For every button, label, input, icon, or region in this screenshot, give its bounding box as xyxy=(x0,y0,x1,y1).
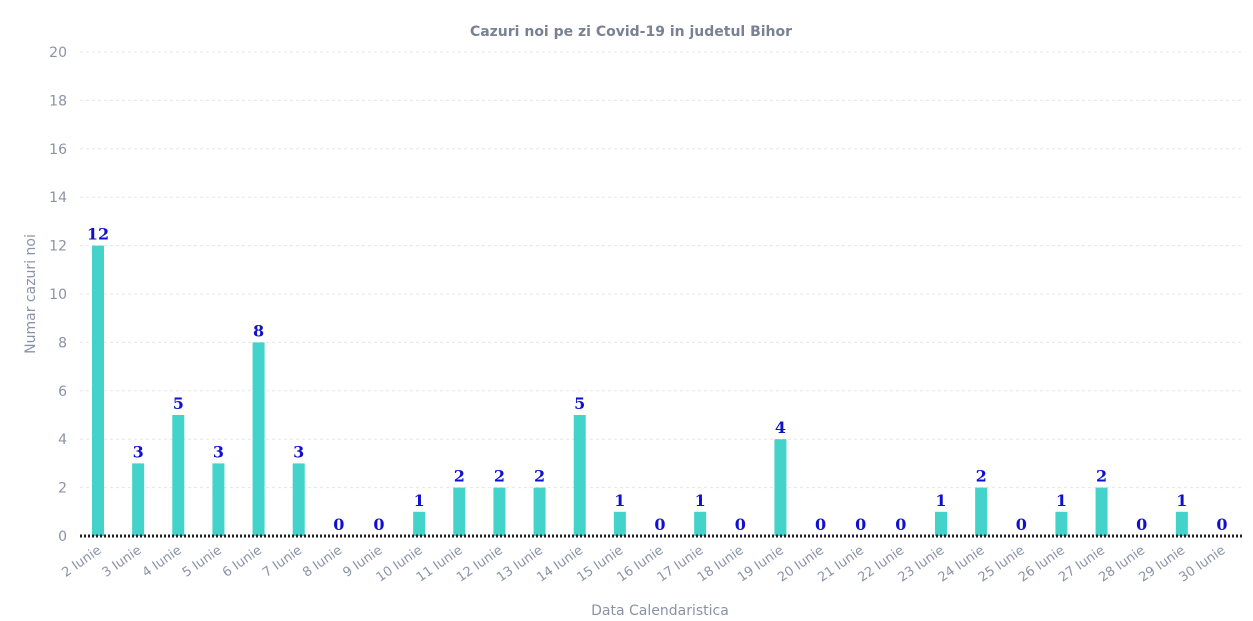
data-label: 1 xyxy=(935,491,946,510)
y-tick-label: 10 xyxy=(49,287,67,303)
x-tick-label: 7 Iunie xyxy=(260,543,305,581)
data-label: 1 xyxy=(1056,491,1067,510)
data-label: 0 xyxy=(895,515,906,534)
bar xyxy=(252,342,265,536)
data-label: 8 xyxy=(253,321,264,340)
data-label: 0 xyxy=(1016,515,1027,534)
bar xyxy=(975,487,988,536)
bar xyxy=(212,463,225,536)
bar xyxy=(292,463,305,536)
bar xyxy=(613,511,626,536)
data-label: 1 xyxy=(695,491,706,510)
bar xyxy=(694,511,707,536)
bar xyxy=(413,511,426,536)
data-label: 0 xyxy=(1216,515,1227,534)
bar xyxy=(1175,511,1188,536)
y-tick-label: 8 xyxy=(58,335,67,351)
data-label: 0 xyxy=(373,515,384,534)
y-tick-label: 14 xyxy=(49,190,67,206)
data-label: 5 xyxy=(173,394,184,413)
data-label: 1 xyxy=(1176,491,1187,510)
bar xyxy=(774,439,787,536)
data-label: 2 xyxy=(534,467,545,486)
y-tick-label: 6 xyxy=(58,384,67,400)
x-tick-label: 6 Iunie xyxy=(220,543,265,581)
bar xyxy=(132,463,145,536)
data-label: 0 xyxy=(735,515,746,534)
y-tick-label: 0 xyxy=(58,529,67,545)
data-label: 3 xyxy=(133,442,144,461)
data-label: 5 xyxy=(574,394,585,413)
data-label: 0 xyxy=(654,515,665,534)
bar xyxy=(493,487,506,536)
data-label: 0 xyxy=(1136,515,1147,534)
data-label: 4 xyxy=(775,418,786,437)
data-label: 12 xyxy=(87,225,109,244)
bar xyxy=(1055,511,1068,536)
x-tick-label: 2 Iunie xyxy=(59,543,104,581)
data-label: 2 xyxy=(1096,467,1107,486)
y-tick-label: 20 xyxy=(49,45,67,61)
data-label: 2 xyxy=(494,467,505,486)
y-tick-label: 18 xyxy=(49,93,67,109)
x-tick-label: 5 Iunie xyxy=(180,543,225,581)
bar xyxy=(573,415,586,536)
data-label: 1 xyxy=(614,491,625,510)
bar xyxy=(172,415,185,536)
bar xyxy=(533,487,546,536)
y-tick-label: 2 xyxy=(58,481,67,497)
data-label: 0 xyxy=(855,515,866,534)
data-label: 3 xyxy=(213,442,224,461)
bar xyxy=(935,511,947,536)
bar xyxy=(92,245,104,536)
x-tick-label: 3 Iunie xyxy=(100,543,145,581)
x-tick-label: 4 Iunie xyxy=(140,543,185,581)
chart-title: Cazuri noi pe zi Covid-19 in judetul Bih… xyxy=(470,24,792,40)
data-label: 3 xyxy=(293,442,304,461)
y-tick-label: 16 xyxy=(49,142,67,158)
y-tick-label: 4 xyxy=(58,432,67,448)
data-label: 0 xyxy=(815,515,826,534)
bar xyxy=(1095,487,1108,536)
data-label: 1 xyxy=(414,491,425,510)
x-axis-label: Data Calendaristica xyxy=(591,603,729,617)
bar xyxy=(453,487,466,536)
y-axis-label: Numar cazuri noi xyxy=(23,234,39,354)
data-label: 0 xyxy=(333,515,344,534)
data-label: 2 xyxy=(976,467,987,486)
x-tick-label: 8 Iunie xyxy=(300,543,345,581)
data-label: 2 xyxy=(454,467,465,486)
y-tick-label: 12 xyxy=(49,239,67,255)
x-tick-label: 30 Iunie xyxy=(1177,543,1229,585)
